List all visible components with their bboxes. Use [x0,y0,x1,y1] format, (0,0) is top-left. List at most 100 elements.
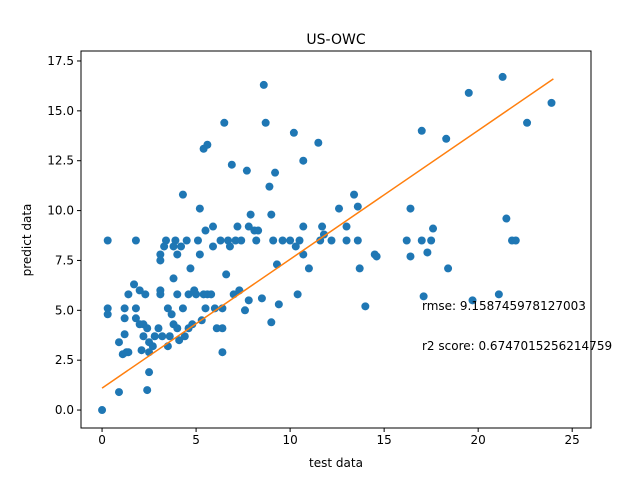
scatter-point [353,236,362,245]
scatter-point [274,300,283,309]
scatter-point [342,222,351,231]
scatter-point [114,388,123,397]
y-tick-label: 17.5 [47,54,74,68]
scatter-point [209,242,218,251]
scatter-point [171,236,180,245]
scatter-point [361,302,370,311]
scatter-point [167,310,176,319]
scatter-point [165,332,174,341]
scatter-point [335,204,344,213]
scatter-point [156,250,165,259]
scatter-point [98,406,107,415]
scatter-point [124,290,133,299]
scatter-point [186,264,195,273]
x-tick-label: 25 [565,433,580,447]
scatter-point [148,342,157,351]
scatter-point [442,134,451,143]
scatter-point [182,236,191,245]
scatter-point [158,332,167,341]
scatter-point [406,204,415,213]
y-tick-label: 12.5 [47,154,74,168]
scatter-point [402,236,411,245]
scatter-point [257,294,266,303]
scatter-point [511,236,520,245]
scatter-point [417,126,426,135]
scatter-point [267,318,276,327]
scatter-point [184,290,193,299]
scatter-point [220,118,229,127]
scatter-point [103,304,112,313]
scatter-point [350,190,359,199]
scatter-point [319,230,328,239]
scatter-point [429,224,438,233]
chart-title: US-OWC [306,32,365,48]
scatter-point [137,346,146,355]
scatter-point [154,324,163,333]
scatter-point [103,236,112,245]
scatter-point [131,236,140,245]
scatter-point [156,256,165,265]
scatter-point [237,236,246,245]
y-tick-label: 2.5 [55,353,74,367]
scatter-point [180,332,189,341]
scatter-point [135,286,144,295]
scatter-point [417,236,426,245]
scatter-point [193,236,202,245]
scatter-point [201,304,210,313]
scatter-point [216,236,225,245]
scatter-point [143,324,152,333]
x-tick-label: 10 [282,433,297,447]
scatter-point [547,98,556,107]
x-axis-label: test data [309,456,363,470]
scatter-point [259,80,268,89]
scatter-point [227,160,236,169]
scatter-point [246,210,255,219]
scatter-point [327,236,336,245]
scatter-point [201,226,210,235]
scatter-point [173,324,182,333]
scatter-point [150,332,159,341]
scatter-point [295,236,304,245]
scatter-point [218,324,227,333]
scatter-point [523,118,532,127]
scatter-point [318,222,327,231]
scatter-point [141,290,150,299]
scatter-point [145,368,154,377]
scatter-point [218,348,227,357]
scatter-point [222,270,231,279]
scatter-point [261,118,270,127]
scatter-point [293,290,302,299]
x-tick-label: 5 [192,433,200,447]
scatter-point [156,290,165,299]
scatter-point [173,290,182,299]
scatter-point [195,204,204,213]
scatter-point [355,264,364,273]
scatter-point [163,304,172,313]
scatter-point [139,332,148,341]
scatter-point [103,310,112,319]
scatter-point [265,182,274,191]
scatter-point [498,72,507,81]
scatter-point [427,236,436,245]
scatter-point [173,250,182,259]
scatter-point [291,242,300,251]
scatter-point [254,226,263,235]
scatter-point [177,242,186,251]
scatter-point [233,222,242,231]
y-tick-label: 5.0 [55,303,74,317]
scatter-point [444,264,453,273]
scatter-point [231,236,240,245]
scatter-point [188,320,197,329]
scatter-point [314,138,323,147]
scatter-point [423,248,432,257]
scatter-point [178,190,187,199]
x-tick-label: 15 [377,433,392,447]
scatter-point [120,330,129,339]
scatter-point [316,236,325,245]
scatter-point [468,296,477,305]
scatter-point [269,236,278,245]
plot-area: 0 5 10 15 20 25 0.0 2.5 5.0 7.5 10.0 12.5 15.0 17.5 [47,50,592,447]
scatter-point [304,264,313,273]
scatter-point [162,236,170,245]
scatter-point [175,336,184,345]
